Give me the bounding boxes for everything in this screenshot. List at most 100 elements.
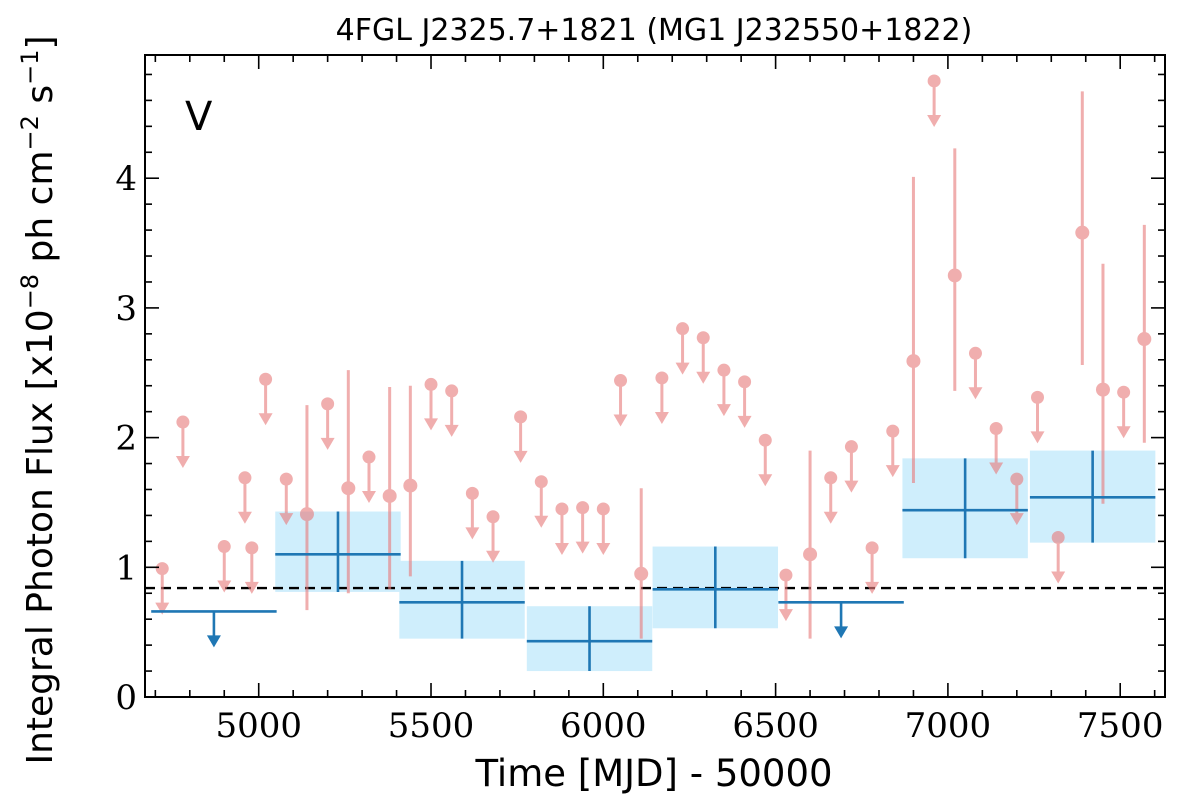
y-axis-label-base: Integral Photon Flux [x10 — [20, 309, 61, 764]
upper-limit-marker — [321, 397, 335, 450]
upper-limit-marker — [576, 501, 590, 553]
data-point-marker — [634, 567, 648, 581]
upper-limit-point — [759, 434, 772, 447]
upper-limit-arrow — [534, 516, 548, 528]
upper-limit-arrow — [655, 412, 669, 424]
upper-limit-marker — [676, 322, 690, 375]
upper-limit-point — [969, 347, 982, 360]
y-axis-label-exp1: −8 — [16, 274, 44, 309]
upper-limit-point — [597, 502, 610, 515]
upper-limit-point — [535, 475, 548, 488]
upper-limit-arrow — [576, 542, 590, 554]
upper-limit-marker — [534, 475, 548, 527]
y-tick-label: 2 — [115, 419, 137, 459]
upper-limit-marker — [424, 378, 438, 431]
y-axis-label-end: ] — [20, 35, 61, 49]
data-point-marker — [1137, 332, 1151, 346]
upper-limit-marker — [465, 487, 479, 539]
upper-limit-arrow — [555, 543, 569, 555]
y-axis-label-exp2: −2 — [16, 115, 44, 150]
upper-limit-arrow — [465, 527, 479, 539]
data-point-marker — [300, 507, 314, 521]
upper-limit-marker — [1117, 386, 1131, 439]
upper-limit-marker — [445, 384, 459, 437]
upper-limit-point — [717, 364, 730, 377]
upper-limit-marker — [717, 364, 731, 417]
upper-limit-marker — [865, 541, 879, 594]
upper-limit-point — [280, 473, 293, 486]
upper-limit-arrow — [259, 413, 273, 425]
y-axis-label-mid: ph cm — [20, 150, 61, 273]
upper-limit-point — [866, 541, 879, 554]
upper-limit-marker — [217, 540, 231, 593]
upper-limit-arrow — [824, 512, 838, 524]
upper-limit-marker — [176, 416, 190, 469]
upper-limit-arrow — [614, 415, 628, 427]
upper-limit-marker — [596, 502, 610, 555]
upper-limit-arrow — [927, 115, 941, 127]
upper-limit-point — [886, 425, 899, 438]
upper-limit-point — [218, 540, 231, 553]
upper-limit-point — [676, 322, 689, 335]
x-tick-label: 6500 — [732, 706, 819, 746]
upper-limit-point — [779, 569, 792, 582]
upper-limit-arrow — [155, 603, 169, 615]
data-point-marker — [341, 481, 355, 495]
upper-limit-point — [514, 410, 527, 423]
upper-limit-arrow — [596, 543, 610, 555]
upper-limit-arrow — [207, 635, 221, 647]
data-point-marker — [403, 479, 417, 493]
upper-limit-point — [1010, 473, 1023, 486]
upper-limit-point — [466, 487, 479, 500]
upper-limit-arrow — [424, 418, 438, 430]
upper-limit-point — [555, 502, 568, 515]
y-axis-label-mid2: s — [20, 85, 61, 115]
upper-limit-point — [697, 331, 710, 344]
data-point-marker — [1096, 383, 1110, 397]
y-tick-label: 0 — [115, 678, 137, 718]
upper-limit-arrow — [238, 512, 252, 524]
data-point — [803, 451, 817, 639]
upper-limit-marker — [824, 471, 838, 524]
upper-limit-arrow — [844, 481, 858, 493]
upper-limit-point — [176, 416, 189, 429]
upper-limit-marker — [1031, 391, 1045, 444]
data-point — [403, 386, 417, 577]
y-tick-label: 3 — [115, 289, 137, 329]
upper-limit-arrow — [738, 416, 752, 428]
upper-limit-point — [845, 440, 858, 453]
upper-limit-arrow — [758, 474, 772, 486]
upper-limit-arrow — [1031, 431, 1045, 443]
upper-limit-point — [738, 375, 751, 388]
x-tick-label: 5500 — [388, 706, 475, 746]
x-tick-label: 7500 — [1077, 706, 1164, 746]
upper-limit-arrow — [176, 456, 190, 468]
coarse-upper-limit — [778, 602, 903, 638]
upper-limit-marker — [245, 541, 259, 594]
upper-limit-arrow — [696, 372, 710, 384]
upper-limit-arrow — [676, 363, 690, 375]
x-tick-label: 7000 — [905, 706, 992, 746]
data-point — [1137, 225, 1151, 443]
upper-limit-arrow — [321, 438, 335, 450]
y-axis-label-exp3: −1 — [16, 50, 44, 85]
upper-limit-point — [614, 374, 627, 387]
y-tick-label: 1 — [115, 548, 137, 588]
data-point-marker — [383, 489, 397, 503]
data-point — [948, 148, 962, 391]
upper-limit-marker — [555, 502, 569, 555]
upper-limit-arrow — [1117, 426, 1131, 438]
data-point-marker — [1075, 226, 1089, 240]
upper-limit-arrow — [779, 609, 793, 621]
upper-limit-point — [156, 562, 169, 575]
upper-limit-point — [1052, 531, 1065, 544]
upper-limit-point — [928, 74, 941, 87]
upper-limit-arrow — [1051, 571, 1065, 583]
upper-limit-point — [425, 378, 438, 391]
plot-area: 5000 5500 6000 6500 7000 7500 0 1 2 3 4 — [115, 55, 1165, 746]
upper-limit-marker — [655, 371, 669, 424]
upper-limit-marker — [486, 510, 500, 563]
upper-limit-arrow — [834, 626, 848, 638]
